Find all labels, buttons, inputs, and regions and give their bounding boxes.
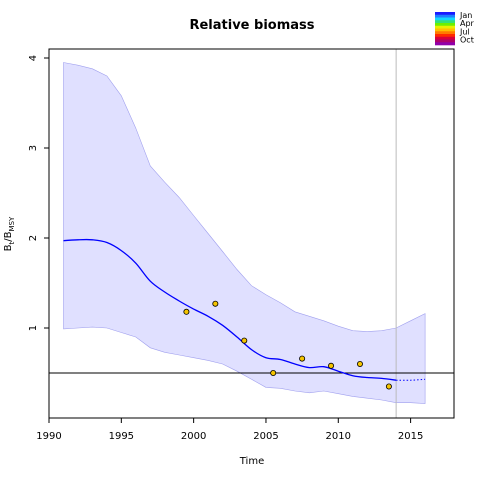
legend-color-swatch — [435, 28, 455, 32]
x-tick-label: 2000 — [181, 431, 206, 442]
x-tick-label: 2015 — [398, 431, 423, 442]
legend-color-swatch — [435, 20, 455, 24]
estimate-line-layer — [63, 238, 426, 381]
plot-frame — [48, 48, 455, 419]
confidence-band-layer — [63, 62, 426, 404]
reference-lines-layer — [49, 49, 454, 418]
y-label-base: B — [3, 244, 14, 251]
y-tick-label: 4 — [28, 55, 39, 61]
x-tick-label: 1995 — [109, 431, 134, 442]
observation-point — [299, 355, 306, 362]
x-tick-label: 1990 — [36, 431, 61, 442]
legend-month-label: Jul — [459, 27, 470, 36]
legend-color-swatch — [435, 42, 455, 46]
legend-color-swatch — [435, 36, 455, 40]
biomass-estimate-line — [63, 238, 397, 381]
observation-point — [212, 300, 219, 307]
y-tick-label: 2 — [28, 235, 39, 241]
legend-month-label: Apr — [460, 19, 475, 28]
observation-point — [183, 308, 190, 315]
axes-layer: 1990 1995 2000 2005 2010 2015 1 2 3 4 — [28, 55, 423, 442]
legend-color-swatch — [435, 34, 455, 38]
legend-color-swatch — [435, 25, 455, 29]
legend-month-label: Oct — [460, 36, 474, 45]
chart-title: Relative biomass — [189, 18, 314, 33]
y-label-sub1: t — [8, 241, 16, 244]
observation-point — [385, 383, 392, 390]
x-tick-label: 2005 — [253, 431, 278, 442]
legend-color-swatch — [435, 23, 455, 27]
x-axis-label: Time — [239, 456, 264, 467]
legend-color-swatch — [435, 12, 455, 16]
confidence-band — [63, 62, 426, 404]
y-label-sep: /B — [3, 231, 14, 241]
observation-point — [328, 362, 335, 369]
legend-color-swatch — [435, 39, 455, 43]
observation-point — [356, 360, 363, 367]
x-tick-label: 2010 — [326, 431, 351, 442]
y-label-sub2: MSY — [8, 216, 16, 231]
y-tick-label: 3 — [28, 145, 39, 151]
y-tick-label: 1 — [28, 325, 39, 331]
y-axis-label: Bt/BMSY — [3, 216, 16, 251]
biomass-projection-line — [396, 378, 426, 381]
legend-color-swatch — [435, 31, 455, 35]
observation-point — [241, 337, 248, 344]
observation-point — [270, 369, 277, 376]
legend-month-label: Jan — [459, 11, 472, 20]
legend-color-swatch — [435, 14, 455, 18]
observation-points-layer — [183, 300, 392, 390]
legend-color-swatch — [435, 17, 455, 21]
